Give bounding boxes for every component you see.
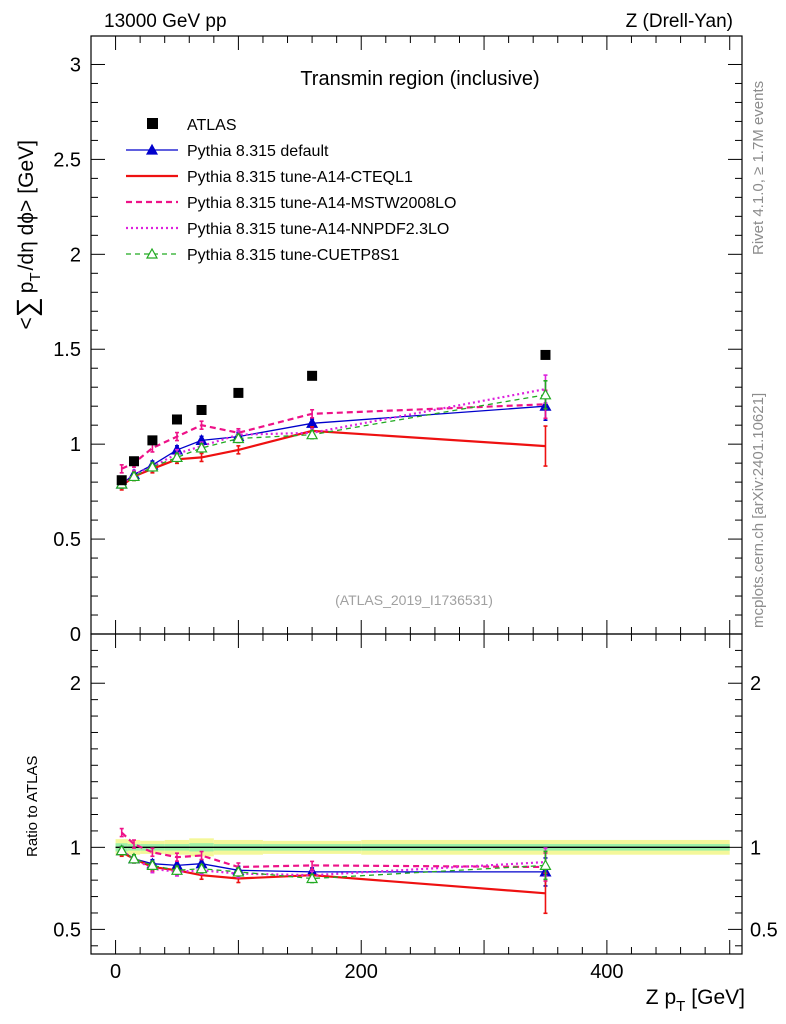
series-line-mstw xyxy=(121,403,546,470)
main-ylabel: <∑ pT/dη dϕ> [GeV] xyxy=(11,140,44,330)
series-cteql1 xyxy=(119,425,548,491)
legend-item-cteql1: Pythia 8.315 tune-A14-CTEQL1 xyxy=(126,169,413,186)
x-tick-label: 400 xyxy=(590,961,623,983)
ylabel-rest: /dη dϕ> xyxy=(15,200,38,271)
series-line-cteql1 xyxy=(121,429,546,487)
series-cuetp xyxy=(115,379,552,489)
y-tick-label-right: 2 xyxy=(750,673,761,695)
point-cuetp xyxy=(127,852,141,864)
ratio-data-marks xyxy=(115,827,552,915)
point-atlas xyxy=(233,387,244,398)
point-atlas xyxy=(171,414,182,425)
y-tick-label: 1 xyxy=(70,837,81,859)
main-data-marks xyxy=(115,349,552,491)
point-cuetp xyxy=(195,862,208,874)
x-tick-label: 0 xyxy=(110,961,121,983)
xlabel-sub: T xyxy=(676,998,685,1015)
point-atlas xyxy=(196,404,207,415)
y-tick-label: 1.5 xyxy=(53,339,81,361)
ylabel-open: < xyxy=(15,317,38,329)
series-cuetp xyxy=(115,844,552,884)
ylabel-p: p xyxy=(15,282,38,294)
legend-label-atlas: ATLAS xyxy=(187,117,237,134)
point-cuetp xyxy=(115,844,128,856)
legend-item-nnpdf: Pythia 8.315 tune-A14-NNPDF2.3LO xyxy=(126,221,449,238)
mcplots-label: mcplots.cern.ch [arXiv:2401.10621] xyxy=(750,393,767,628)
main-title: Transmin region (inclusive) xyxy=(300,68,539,90)
y-tick-label: 2 xyxy=(70,244,81,266)
legend-label-mstw: Pythia 8.315 tune-A14-MSTW2008LO xyxy=(187,195,456,212)
y-tick-label: 2.5 xyxy=(53,149,81,171)
legend-label-cteql1: Pythia 8.315 tune-A14-CTEQL1 xyxy=(187,169,413,186)
ratio-axis-ticks: 0.5 0.5 1 1 2 2 0 200 400 xyxy=(53,634,778,983)
legend-item-atlas: ATLAS xyxy=(147,117,237,134)
series-mstw xyxy=(119,827,548,882)
point-atlas xyxy=(540,349,551,360)
series-line-cteql1 xyxy=(121,851,546,895)
ratio-ylabel: Ratio to ATLAS xyxy=(24,756,41,857)
x-tick-label: 200 xyxy=(345,961,378,983)
legend-item-default: Pythia 8.315 default xyxy=(126,143,329,160)
y-tick-label: 0.5 xyxy=(53,529,81,551)
analysis-watermark: (ATLAS_2019_I1736531) xyxy=(335,592,493,608)
legend-item-cuetp: Pythia 8.315 tune-CUETP8S1 xyxy=(126,247,400,264)
x-axis-label: Z pT [GeV] xyxy=(646,986,745,1015)
ratio-frame xyxy=(90,633,743,955)
legend-label-nnpdf: Pythia 8.315 tune-A14-NNPDF2.3LO xyxy=(187,221,449,238)
ratio-panel: 0.5 0.5 1 1 2 2 0 200 400 xyxy=(53,633,778,983)
point-cuetp xyxy=(127,470,141,482)
point-cuetp xyxy=(306,428,319,440)
series-line-default xyxy=(121,405,546,485)
xlabel-main: Z p xyxy=(646,986,676,1009)
legend-marker-cuetp xyxy=(145,247,159,259)
ylabel-sum: ∑ xyxy=(11,297,42,317)
point-atlas xyxy=(147,435,158,446)
point-cuetp xyxy=(170,451,184,463)
series-atlas xyxy=(116,349,551,486)
point-atlas xyxy=(128,456,139,467)
y-tick-label: 0 xyxy=(70,624,81,646)
header-left: 13000 GeV pp xyxy=(104,11,227,32)
legend: ATLAS Pythia 8.315 default Pythia 8.315 tu… xyxy=(126,117,456,264)
point-atlas xyxy=(116,475,127,486)
point-cuetp xyxy=(195,441,208,453)
main-axis-ticks: 0 0.5 1 1.5 2 2.5 3 xyxy=(53,36,742,646)
point-atlas xyxy=(307,370,318,381)
legend-marker-default xyxy=(145,143,159,155)
y-tick-label: 3 xyxy=(70,54,81,76)
legend-label-default: Pythia 8.315 default xyxy=(187,143,329,160)
legend-marker-atlas xyxy=(147,118,158,129)
legend-item-mstw: Pythia 8.315 tune-A14-MSTW2008LO xyxy=(126,195,456,212)
ylabel-unit: [GeV] xyxy=(15,140,38,194)
svg-text:<∑pT/dη dϕ>[GeV]: <∑ pT/dη dϕ> [GeV] xyxy=(11,140,44,330)
point-cuetp xyxy=(146,460,159,472)
header-right: Z (Drell-Yan) xyxy=(626,11,733,32)
point-cuetp xyxy=(232,432,245,444)
y-tick-label-right: 1 xyxy=(750,837,761,859)
series-line-mstw xyxy=(120,831,546,869)
ratio-uncertainty-band xyxy=(115,838,730,857)
y-tick-label-right: 0.5 xyxy=(750,919,778,941)
point-cuetp xyxy=(232,865,245,877)
y-tick-label: 1 xyxy=(70,434,81,456)
main-panel: Transmin region (inclusive) (ATLAS_2019_… xyxy=(53,35,743,646)
point-cuetp xyxy=(146,859,159,870)
series-cteql1 xyxy=(119,847,548,915)
y-tick-label: 2 xyxy=(70,673,81,695)
series-line-cuetp xyxy=(121,394,546,485)
y-tick-label: 0.5 xyxy=(53,919,81,941)
rivet-label: Rivet 4.1.0, ≥ 1.7M events xyxy=(750,81,767,255)
xlabel-unit: [GeV] xyxy=(691,986,745,1009)
point-cuetp xyxy=(539,388,552,400)
series-default xyxy=(115,391,552,489)
point-cuetp xyxy=(306,872,319,884)
series-line-nnpdf xyxy=(121,388,546,485)
point-cuetp xyxy=(539,859,552,870)
ylabel-sub: T xyxy=(27,272,44,281)
point-cuetp xyxy=(170,864,184,875)
legend-label-cuetp: Pythia 8.315 tune-CUETP8S1 xyxy=(187,247,400,264)
